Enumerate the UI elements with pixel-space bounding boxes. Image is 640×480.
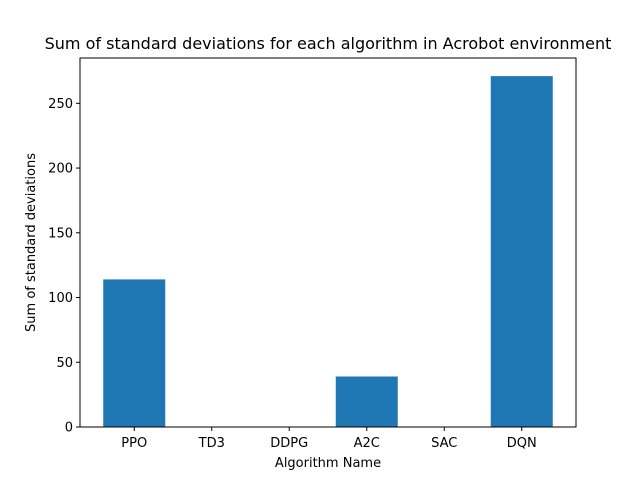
x-axis: PPO TD3 DDPG A2C SAC DQN bbox=[121, 427, 537, 451]
x-tick-label-sac: SAC bbox=[431, 436, 457, 451]
plot-area-frame bbox=[79, 57, 577, 428]
y-tick-label: 0 bbox=[65, 421, 73, 436]
x-tick-label-td3: TD3 bbox=[198, 436, 225, 451]
bars-group bbox=[103, 76, 553, 427]
y-tick-label: 200 bbox=[48, 162, 73, 177]
y-axis: 0 50 100 150 200 250 bbox=[48, 97, 80, 436]
y-tick-label: 150 bbox=[48, 226, 73, 241]
x-tick-label-a2c: A2C bbox=[354, 436, 380, 451]
y-tick-label: 100 bbox=[48, 291, 73, 306]
x-tick-label-ppo: PPO bbox=[121, 436, 147, 451]
y-tick-label: 50 bbox=[56, 356, 73, 371]
x-tick-label-ddpg: DDPG bbox=[270, 436, 308, 451]
x-tick-label-dqn: DQN bbox=[507, 436, 537, 451]
bar-a2c bbox=[335, 376, 398, 427]
y-tick-label: 250 bbox=[48, 97, 73, 112]
x-axis-label: Algorithm Name bbox=[275, 456, 381, 471]
bar-dqn bbox=[490, 76, 553, 427]
chart-title: Sum of standard deviations for each algo… bbox=[45, 34, 612, 53]
bar-ppo bbox=[103, 279, 166, 427]
y-axis-label: Sum of standard deviations bbox=[24, 153, 39, 332]
